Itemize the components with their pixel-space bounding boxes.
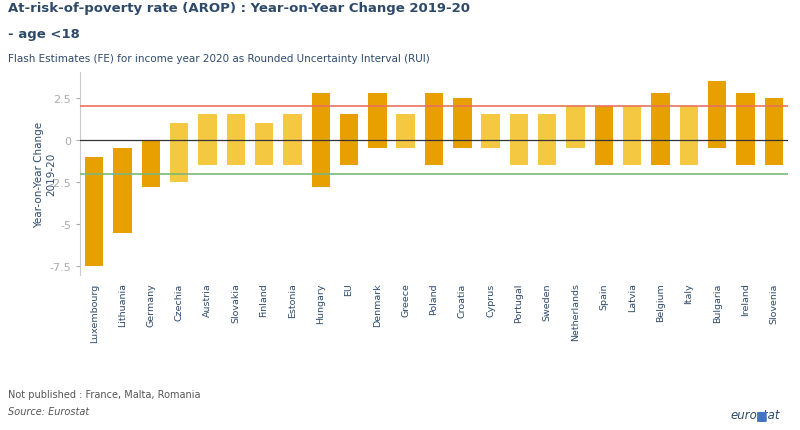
Bar: [283, 115, 302, 166]
Text: - age <18: - age <18: [8, 28, 80, 41]
Bar: [765, 98, 783, 166]
Bar: [397, 115, 415, 149]
Text: Flash Estimates (FE) for income year 2020 as Rounded Uncertainty Interval (RUI): Flash Estimates (FE) for income year 202…: [8, 54, 430, 64]
Bar: [708, 82, 726, 149]
Bar: [623, 107, 642, 166]
Bar: [114, 149, 132, 233]
Bar: [198, 115, 217, 166]
Bar: [510, 115, 528, 166]
Bar: [255, 124, 274, 166]
Text: Source: Eurostat: Source: Eurostat: [8, 406, 90, 416]
Bar: [142, 141, 160, 187]
Bar: [538, 115, 557, 166]
Bar: [226, 115, 245, 166]
Bar: [311, 93, 330, 187]
Text: Not published : France, Malta, Romania: Not published : France, Malta, Romania: [8, 389, 201, 399]
Bar: [680, 107, 698, 166]
Bar: [736, 93, 754, 166]
Bar: [566, 107, 585, 149]
Bar: [594, 107, 613, 166]
Bar: [453, 98, 471, 149]
Y-axis label: Year-on-Year Change
2019-20: Year-on-Year Change 2019-20: [34, 121, 56, 227]
Bar: [651, 93, 670, 166]
Bar: [340, 115, 358, 166]
Text: eurostat: eurostat: [730, 408, 780, 421]
Bar: [425, 93, 443, 166]
Text: At-risk-of-poverty rate (AROP) : Year-on-Year Change 2019-20: At-risk-of-poverty rate (AROP) : Year-on…: [8, 2, 470, 15]
Bar: [85, 157, 103, 267]
Bar: [482, 115, 500, 149]
Text: ■: ■: [756, 408, 768, 421]
Bar: [170, 124, 188, 183]
Bar: [368, 93, 386, 149]
